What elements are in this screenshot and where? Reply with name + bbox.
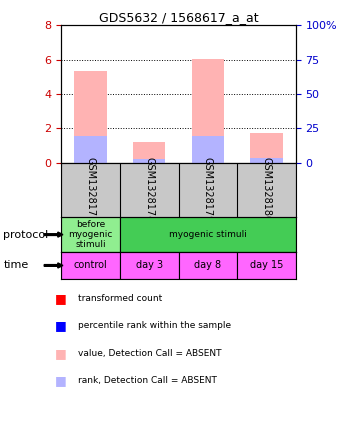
Text: ■: ■ [54, 374, 66, 387]
Bar [133, 159, 165, 162]
Bar [192, 136, 224, 162]
Text: myogenic stimuli: myogenic stimuli [169, 230, 247, 239]
Bar [250, 132, 283, 162]
Text: day 15: day 15 [250, 261, 283, 270]
Text: control: control [74, 261, 107, 270]
Text: percentile rank within the sample: percentile rank within the sample [78, 321, 231, 330]
Text: ■: ■ [54, 347, 66, 360]
Text: transformed count: transformed count [78, 294, 163, 303]
Bar [74, 71, 107, 162]
Text: protocol: protocol [3, 230, 49, 239]
Bar [178, 252, 237, 279]
Text: time: time [3, 261, 29, 270]
Bar [192, 59, 224, 162]
Bar [74, 136, 107, 162]
Text: day 8: day 8 [194, 261, 221, 270]
Title: GDS5632 / 1568617_a_at: GDS5632 / 1568617_a_at [99, 11, 258, 24]
Text: value, Detection Call = ABSENT: value, Detection Call = ABSENT [78, 349, 222, 358]
Bar [61, 252, 120, 279]
Text: ■: ■ [54, 319, 66, 332]
Text: ■: ■ [54, 292, 66, 305]
Bar [250, 158, 283, 162]
Bar [133, 142, 165, 162]
Bar [61, 217, 120, 252]
Text: GSM1328178: GSM1328178 [144, 157, 154, 222]
Text: GSM1328180: GSM1328180 [261, 157, 271, 222]
Bar [237, 252, 296, 279]
Bar [120, 252, 178, 279]
Text: day 3: day 3 [136, 261, 163, 270]
Bar [120, 217, 296, 252]
Text: GSM1328177: GSM1328177 [86, 157, 96, 222]
Text: rank, Detection Call = ABSENT: rank, Detection Call = ABSENT [78, 376, 217, 385]
Text: GSM1328179: GSM1328179 [203, 157, 213, 222]
Text: before
myogenic
stimuli: before myogenic stimuli [68, 220, 113, 250]
